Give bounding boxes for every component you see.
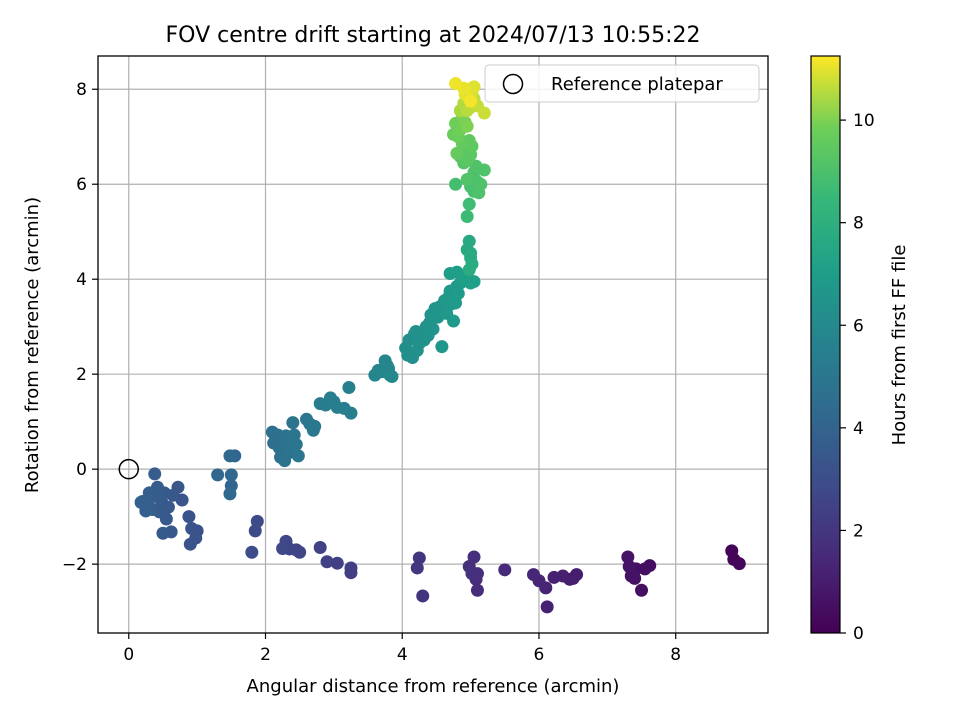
y-tick-label: 8 — [76, 80, 87, 100]
scatter-point — [291, 449, 305, 463]
y-tick-label: 4 — [76, 270, 87, 290]
legend-label: Reference platepar — [551, 74, 723, 95]
scatter-point — [464, 94, 478, 108]
scatter-point — [211, 468, 225, 482]
scatter-point — [289, 437, 303, 451]
scatter-point — [460, 172, 474, 186]
scatter-point — [477, 106, 491, 120]
scatter-point — [435, 340, 449, 354]
scatter-point — [547, 570, 561, 584]
scatter-point — [223, 487, 237, 501]
scatter-point — [638, 562, 652, 576]
scatter-point — [467, 80, 481, 94]
scatter-point — [451, 286, 465, 300]
x-tick-label: 0 — [123, 645, 134, 665]
scatter-point — [344, 406, 358, 420]
scatter-point — [474, 177, 488, 191]
scatter-point — [621, 550, 635, 564]
plot-frame — [97, 55, 769, 634]
scatter-point — [460, 210, 474, 224]
scatter-point — [566, 571, 580, 585]
scatter-point — [462, 234, 476, 248]
colorbar-tick-label: 4 — [853, 419, 864, 439]
scatter-point — [245, 545, 259, 559]
scatter-point — [385, 370, 399, 384]
grid-lines — [98, 56, 768, 633]
scatter-point — [148, 467, 162, 481]
x-tick-label: 6 — [534, 645, 545, 665]
legend-box — [484, 64, 760, 103]
scatter-point — [460, 119, 474, 133]
scatter-point — [732, 557, 746, 571]
scatter-point — [540, 600, 554, 614]
y-tick-label: 0 — [76, 460, 87, 480]
scatter-point — [142, 486, 156, 500]
scatter-point — [342, 380, 356, 394]
scatter-point — [182, 510, 196, 524]
scatter-point — [426, 322, 440, 336]
scatter-point — [416, 589, 430, 603]
scatter-point — [449, 177, 463, 191]
scatter-point — [313, 541, 327, 555]
scatter-point — [470, 583, 484, 597]
chart-title: FOV centre drift starting at 2024/07/13 … — [166, 23, 701, 48]
colorbar-tick-label: 6 — [853, 316, 864, 336]
x-axis-label: Angular distance from reference (arcmin) — [247, 676, 620, 697]
scatter-point — [449, 77, 463, 91]
scatter-point — [447, 314, 461, 328]
colorbar-tick-label: 0 — [853, 624, 864, 644]
y-tick-label: 6 — [76, 175, 87, 195]
scatter-point — [134, 495, 148, 509]
y-axis-label: Rotation from reference (arcmin) — [22, 197, 43, 493]
scatter-point — [161, 500, 175, 514]
x-tick-label: 8 — [670, 645, 681, 665]
scatter-point — [276, 541, 290, 555]
x-tick-label: 2 — [260, 645, 271, 665]
scatter-point — [224, 468, 238, 482]
y-tick-label: 2 — [76, 365, 87, 385]
x-tick-label: 4 — [397, 645, 408, 665]
scatter-point — [410, 561, 424, 575]
scatter-point — [470, 567, 484, 581]
scatter-point — [183, 537, 197, 551]
colorbar-tick-label: 10 — [853, 111, 875, 131]
scatter-point — [450, 146, 464, 160]
x-axis-ticks: 0 2 4 6 8 — [123, 633, 681, 665]
scatter-point — [223, 449, 237, 463]
scatter-point — [628, 571, 642, 585]
scatter-point — [308, 419, 322, 433]
colorbar: 0 2 4 6 8 10 Hours from first FF file — [810, 55, 910, 644]
legend: Reference platepar — [484, 64, 760, 103]
scatter-point — [622, 560, 636, 574]
legend-marker — [502, 73, 524, 95]
scatter-point — [286, 416, 300, 430]
colorbar-tick-label: 2 — [853, 521, 864, 541]
colorbar-gradient — [810, 55, 841, 634]
scatter-point — [527, 568, 540, 582]
y-tick-label: −2 — [62, 555, 87, 575]
scatter-point — [464, 246, 478, 260]
scatter-point — [412, 551, 426, 565]
scatter-point — [185, 522, 199, 536]
scatter-point — [248, 524, 262, 538]
scatter-point — [467, 275, 481, 289]
reference-platepar-marker — [118, 458, 140, 480]
scatter-point — [156, 526, 170, 540]
colorbar-ticks: 0 2 4 6 8 10 — [840, 111, 875, 644]
data-points — [134, 77, 746, 614]
scatter-point — [320, 555, 334, 569]
scatter-point — [380, 359, 394, 373]
scatter-point — [344, 561, 358, 575]
scatter-point — [462, 197, 476, 211]
colorbar-label: Hours from first FF file — [889, 245, 910, 446]
scatter-point — [635, 583, 649, 597]
scatter-point — [498, 563, 512, 577]
y-axis-ticks: −2 0 2 4 6 8 — [62, 80, 98, 575]
colorbar-tick-label: 8 — [853, 214, 864, 234]
scatter-point — [462, 263, 476, 277]
scatter-point — [330, 556, 344, 570]
